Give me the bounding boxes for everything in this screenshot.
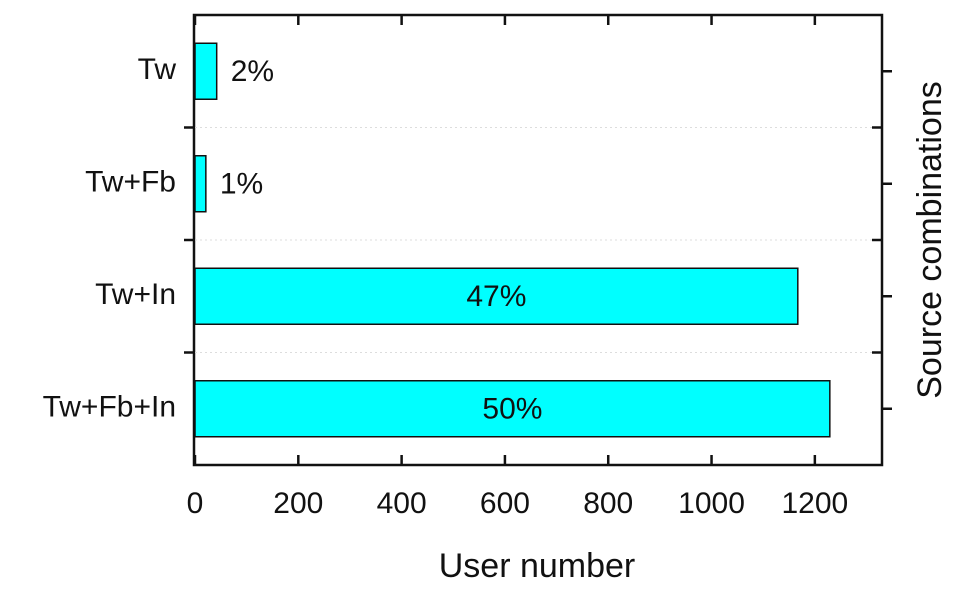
bar: [194, 267, 799, 325]
y-tick-label: Tw+Fb+In: [43, 391, 176, 424]
x-tick-label: 800: [583, 487, 633, 520]
bar: [194, 380, 831, 438]
data-label: 50%: [482, 393, 542, 426]
y-tick-label: Tw+In: [95, 278, 176, 311]
x-axis-label: User number: [439, 547, 636, 585]
x-tick-label: 400: [377, 487, 427, 520]
data-label: 47%: [466, 280, 526, 313]
data-label: 2%: [231, 55, 274, 88]
x-tick-label: 1200: [781, 487, 848, 520]
x-tick-label: 600: [480, 487, 530, 520]
x-tick-label: 1000: [678, 487, 745, 520]
y-axis-label: Source combinations: [911, 81, 949, 399]
y-tick-label: Tw: [138, 53, 177, 86]
x-tick-label: 0: [187, 487, 204, 520]
x-tick-label: 200: [273, 487, 323, 520]
y-tick-label: Tw+Fb: [85, 166, 176, 199]
bar: [194, 155, 207, 213]
data-label: 1%: [220, 168, 263, 201]
bar: [194, 42, 218, 100]
